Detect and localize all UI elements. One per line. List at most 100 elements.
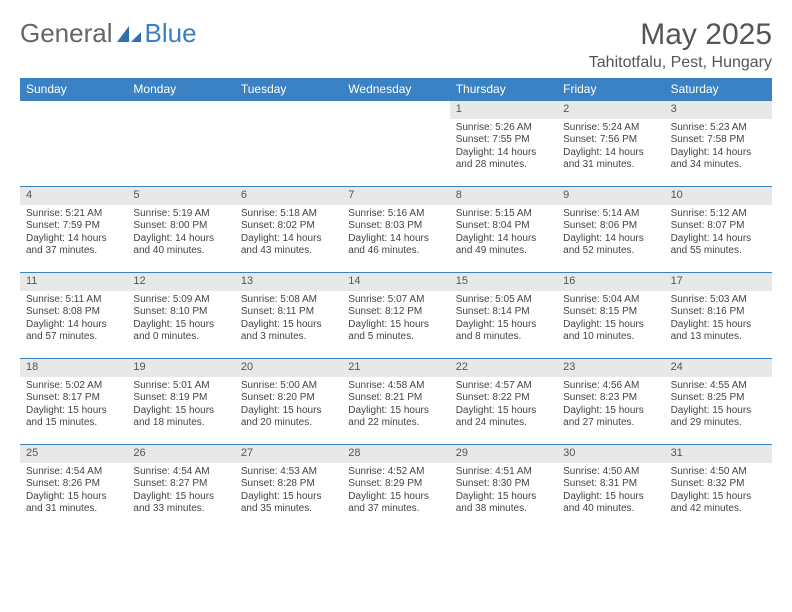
day-cell: 27Sunrise: 4:53 AMSunset: 8:28 PMDayligh… — [235, 444, 342, 530]
day-number: 19 — [127, 359, 234, 377]
day-body: Sunrise: 4:58 AMSunset: 8:21 PMDaylight:… — [342, 377, 449, 435]
day-number: 20 — [235, 359, 342, 377]
day-number: 10 — [665, 187, 772, 205]
sunset-line: Sunset: 8:29 PM — [348, 478, 443, 491]
sunrise-line: Sunrise: 4:55 AM — [671, 380, 766, 393]
day-cell: 11Sunrise: 5:11 AMSunset: 8:08 PMDayligh… — [20, 272, 127, 358]
header: General Blue May 2025 Tahitotfalu, Pest,… — [20, 18, 772, 72]
daylight-line: Daylight: 15 hours and 8 minutes. — [456, 319, 551, 344]
daylight-line: Daylight: 15 hours and 3 minutes. — [241, 319, 336, 344]
day-cell: 17Sunrise: 5:03 AMSunset: 8:16 PMDayligh… — [665, 272, 772, 358]
day-body: Sunrise: 4:56 AMSunset: 8:23 PMDaylight:… — [557, 377, 664, 435]
sunset-line: Sunset: 8:08 PM — [26, 306, 121, 319]
day-cell: 19Sunrise: 5:01 AMSunset: 8:19 PMDayligh… — [127, 358, 234, 444]
sunset-line: Sunset: 8:03 PM — [348, 220, 443, 233]
day-number: 28 — [342, 445, 449, 463]
day-cell: 23Sunrise: 4:56 AMSunset: 8:23 PMDayligh… — [557, 358, 664, 444]
day-cell: 2Sunrise: 5:24 AMSunset: 7:56 PMDaylight… — [557, 100, 664, 186]
daylight-line: Daylight: 15 hours and 35 minutes. — [241, 491, 336, 516]
sunrise-line: Sunrise: 5:16 AM — [348, 208, 443, 221]
location: Tahitotfalu, Pest, Hungary — [589, 54, 772, 72]
sunrise-line: Sunrise: 4:56 AM — [563, 380, 658, 393]
daylight-line: Daylight: 15 hours and 27 minutes. — [563, 405, 658, 430]
sunset-line: Sunset: 7:56 PM — [563, 134, 658, 147]
day-cell: 8Sunrise: 5:15 AMSunset: 8:04 PMDaylight… — [450, 186, 557, 272]
sunrise-line: Sunrise: 5:18 AM — [241, 208, 336, 221]
day-cell: 29Sunrise: 4:51 AMSunset: 8:30 PMDayligh… — [450, 444, 557, 530]
day-body: Sunrise: 5:05 AMSunset: 8:14 PMDaylight:… — [450, 291, 557, 349]
day-body: Sunrise: 4:54 AMSunset: 8:27 PMDaylight:… — [127, 463, 234, 521]
weekday-label: Monday — [127, 78, 234, 100]
weekday-label: Wednesday — [342, 78, 449, 100]
daylight-line: Daylight: 15 hours and 5 minutes. — [348, 319, 443, 344]
day-body: Sunrise: 5:11 AMSunset: 8:08 PMDaylight:… — [20, 291, 127, 349]
sunrise-line: Sunrise: 4:52 AM — [348, 466, 443, 479]
daylight-line: Daylight: 15 hours and 0 minutes. — [133, 319, 228, 344]
day-body: Sunrise: 4:51 AMSunset: 8:30 PMDaylight:… — [450, 463, 557, 521]
daylight-line: Daylight: 14 hours and 28 minutes. — [456, 147, 551, 172]
sunset-line: Sunset: 8:10 PM — [133, 306, 228, 319]
daylight-line: Daylight: 14 hours and 46 minutes. — [348, 233, 443, 258]
day-body: Sunrise: 4:54 AMSunset: 8:26 PMDaylight:… — [20, 463, 127, 521]
day-body: Sunrise: 5:23 AMSunset: 7:58 PMDaylight:… — [665, 119, 772, 177]
sunrise-line: Sunrise: 4:58 AM — [348, 380, 443, 393]
sunset-line: Sunset: 8:11 PM — [241, 306, 336, 319]
day-number: 5 — [127, 187, 234, 205]
day-body: Sunrise: 5:14 AMSunset: 8:06 PMDaylight:… — [557, 205, 664, 263]
sunset-line: Sunset: 8:19 PM — [133, 392, 228, 405]
day-cell: 16Sunrise: 5:04 AMSunset: 8:15 PMDayligh… — [557, 272, 664, 358]
sunset-line: Sunset: 8:07 PM — [671, 220, 766, 233]
weekday-label: Tuesday — [235, 78, 342, 100]
day-body: Sunrise: 5:18 AMSunset: 8:02 PMDaylight:… — [235, 205, 342, 263]
day-body: Sunrise: 5:08 AMSunset: 8:11 PMDaylight:… — [235, 291, 342, 349]
logo: General Blue — [20, 18, 197, 49]
sunrise-line: Sunrise: 4:53 AM — [241, 466, 336, 479]
weekday-label: Friday — [557, 78, 664, 100]
daylight-line: Daylight: 15 hours and 18 minutes. — [133, 405, 228, 430]
sunrise-line: Sunrise: 5:19 AM — [133, 208, 228, 221]
day-number: 27 — [235, 445, 342, 463]
day-body: Sunrise: 5:09 AMSunset: 8:10 PMDaylight:… — [127, 291, 234, 349]
sunset-line: Sunset: 8:22 PM — [456, 392, 551, 405]
logo-sail-icon — [115, 24, 143, 44]
sunset-line: Sunset: 8:25 PM — [671, 392, 766, 405]
day-number: 21 — [342, 359, 449, 377]
day-number: 24 — [665, 359, 772, 377]
sunset-line: Sunset: 8:06 PM — [563, 220, 658, 233]
weekday-label: Saturday — [665, 78, 772, 100]
empty-cell — [342, 100, 449, 186]
sunrise-line: Sunrise: 4:54 AM — [133, 466, 228, 479]
daylight-line: Daylight: 14 hours and 40 minutes. — [133, 233, 228, 258]
day-cell: 20Sunrise: 5:00 AMSunset: 8:20 PMDayligh… — [235, 358, 342, 444]
sunrise-line: Sunrise: 5:15 AM — [456, 208, 551, 221]
day-cell: 1Sunrise: 5:26 AMSunset: 7:55 PMDaylight… — [450, 100, 557, 186]
day-cell: 28Sunrise: 4:52 AMSunset: 8:29 PMDayligh… — [342, 444, 449, 530]
day-body: Sunrise: 4:53 AMSunset: 8:28 PMDaylight:… — [235, 463, 342, 521]
day-cell: 7Sunrise: 5:16 AMSunset: 8:03 PMDaylight… — [342, 186, 449, 272]
sunset-line: Sunset: 7:55 PM — [456, 134, 551, 147]
day-number: 31 — [665, 445, 772, 463]
logo-text-2: Blue — [145, 18, 197, 49]
day-body: Sunrise: 4:52 AMSunset: 8:29 PMDaylight:… — [342, 463, 449, 521]
day-cell: 9Sunrise: 5:14 AMSunset: 8:06 PMDaylight… — [557, 186, 664, 272]
day-body: Sunrise: 4:50 AMSunset: 8:31 PMDaylight:… — [557, 463, 664, 521]
day-number: 4 — [20, 187, 127, 205]
daylight-line: Daylight: 14 hours and 49 minutes. — [456, 233, 551, 258]
day-body: Sunrise: 5:02 AMSunset: 8:17 PMDaylight:… — [20, 377, 127, 435]
day-body: Sunrise: 5:04 AMSunset: 8:15 PMDaylight:… — [557, 291, 664, 349]
daylight-line: Daylight: 15 hours and 20 minutes. — [241, 405, 336, 430]
sunset-line: Sunset: 8:04 PM — [456, 220, 551, 233]
day-number: 17 — [665, 273, 772, 291]
daylight-line: Daylight: 15 hours and 10 minutes. — [563, 319, 658, 344]
sunrise-line: Sunrise: 5:07 AM — [348, 294, 443, 307]
day-number: 25 — [20, 445, 127, 463]
sunset-line: Sunset: 8:28 PM — [241, 478, 336, 491]
sunrise-line: Sunrise: 5:09 AM — [133, 294, 228, 307]
daylight-line: Daylight: 14 hours and 55 minutes. — [671, 233, 766, 258]
day-number: 29 — [450, 445, 557, 463]
day-number: 26 — [127, 445, 234, 463]
empty-cell — [235, 100, 342, 186]
title-block: May 2025 Tahitotfalu, Pest, Hungary — [589, 18, 772, 72]
day-cell: 15Sunrise: 5:05 AMSunset: 8:14 PMDayligh… — [450, 272, 557, 358]
weekday-label: Thursday — [450, 78, 557, 100]
